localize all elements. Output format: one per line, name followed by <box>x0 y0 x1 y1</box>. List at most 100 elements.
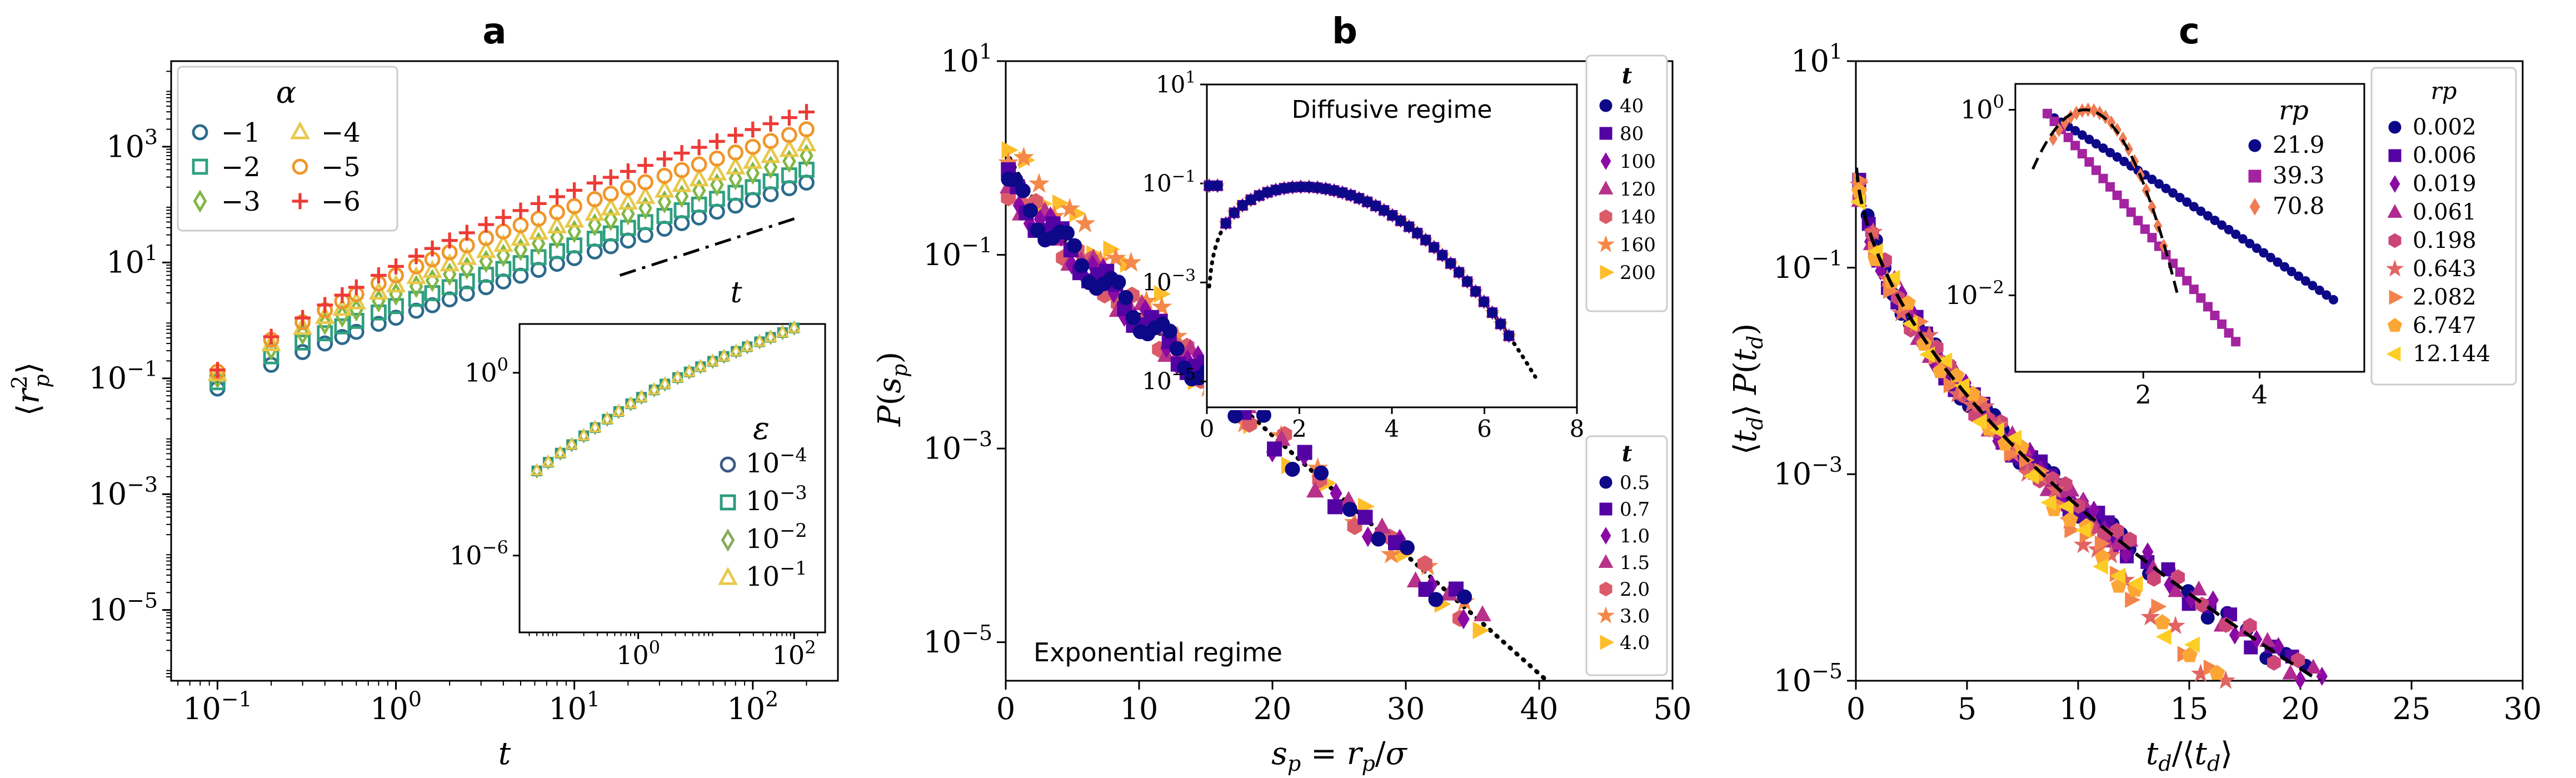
inset-rp-series-point <box>2265 252 2275 262</box>
legend-marker <box>1599 476 1613 489</box>
inset-rp-series-point <box>2161 183 2171 193</box>
inset-t-series-point <box>1237 200 1248 211</box>
legend-label: −3 <box>221 186 261 217</box>
rp-series-point <box>2006 430 2022 446</box>
legend-marker <box>1599 127 1613 140</box>
legend-label: 10−4 <box>746 444 807 479</box>
y-tick-label: 10−6 <box>450 537 508 570</box>
t-series-point <box>1297 445 1312 460</box>
rp-series-point <box>2093 558 2109 575</box>
alpha-series-point <box>422 260 442 278</box>
inset-b-axes: 0 2 4 6 8 10−5 10−3 10−1 101 <box>1142 68 1584 443</box>
panel-a: a 10−1 100 101 102 10−5 10−3 10−1 101 103 t t ⟨r… <box>7 11 839 772</box>
legend-marker <box>2389 175 2400 193</box>
alpha-series-point <box>263 328 279 345</box>
inset-rp-series-point <box>2119 199 2129 209</box>
legend-label: 80 <box>1620 123 1644 145</box>
alpha-series-point <box>798 104 815 120</box>
panel-a-inset: 100 102 10−6 100 ε 10−410−310−210−1 <box>450 320 828 670</box>
x-tick-label: 10−1 <box>183 687 252 726</box>
t-series-point <box>1399 540 1415 555</box>
y-tick-label: 10−3 <box>89 472 158 512</box>
t-series-point <box>1306 481 1324 498</box>
legend-title: t <box>1622 63 1633 89</box>
inset-rp-series-point <box>2070 126 2080 136</box>
alpha-series-point <box>691 156 707 173</box>
alpha-series-point <box>531 232 546 256</box>
alpha-series-point <box>763 156 778 179</box>
inset-rp-series-point <box>2203 302 2213 312</box>
rp-series-point <box>2023 468 2039 485</box>
epsilon-series-point <box>787 320 801 333</box>
inset-a-legend-items: 10−410−310−210−1 <box>718 444 807 592</box>
legend-marker <box>1600 527 1611 545</box>
x-tick-label: 2 <box>1292 415 1307 442</box>
alpha-series-point <box>566 182 583 198</box>
epsilon-series-point <box>740 339 754 352</box>
rp-series-point <box>2127 575 2143 592</box>
alpha-series-point <box>692 179 706 202</box>
t-series-point <box>1125 310 1141 326</box>
inset-rp-series-point <box>2189 285 2199 295</box>
rp-series-point <box>2120 545 2132 564</box>
alpha-series-point <box>689 168 709 187</box>
epsilon-series-point <box>753 334 766 347</box>
panel-c-xlabel: td/⟨td⟩ <box>2146 736 2233 776</box>
epsilon-series-point <box>541 455 555 467</box>
epsilon-series-point <box>658 376 672 389</box>
legend-marker <box>1600 265 1615 280</box>
alpha-series-point <box>742 151 763 169</box>
y-tick-label: 10−3 <box>1142 266 1196 296</box>
legend-label: 4.0 <box>1620 632 1650 654</box>
inset-rp-series-point <box>2189 202 2199 212</box>
legend-marker <box>1598 554 1614 568</box>
inset-rp-series-point <box>2196 206 2206 216</box>
inset-c-points <box>2043 102 2339 347</box>
inset-rp-series-point <box>2105 148 2115 158</box>
legend-marker <box>292 158 308 175</box>
alpha-series-point <box>294 334 311 351</box>
alpha-series-point <box>406 266 426 285</box>
legend-items: −1 −2−3 −4 −5−6 <box>192 117 361 217</box>
legend-label: 0.7 <box>1620 498 1650 521</box>
t-series-point <box>1428 592 1444 607</box>
alpha-series-point <box>388 298 404 315</box>
t-series-point <box>1022 203 1038 218</box>
inset-t-series-point <box>1487 307 1498 318</box>
y-tick-label: 10−1 <box>1774 246 1843 285</box>
epsilon-series-point <box>776 325 790 337</box>
inset-rp-series-point <box>2141 183 2151 198</box>
inset-t-series-point <box>1429 242 1440 253</box>
inset-rp-series-point <box>2112 152 2122 162</box>
legend-label: 39.3 <box>2273 162 2325 189</box>
rp-series-point <box>2094 535 2110 552</box>
alpha-series-point <box>587 213 602 237</box>
inset-a-axes: 100 102 10−6 100 <box>450 354 818 670</box>
alpha-series-point <box>727 127 744 143</box>
inset-rp-series-point <box>2140 224 2150 234</box>
inset-t-series-point <box>1245 194 1256 205</box>
alpha-series-point <box>781 109 797 126</box>
alpha-series-point <box>440 253 460 272</box>
y-tick-label: 101 <box>1791 39 1843 79</box>
alpha-series-point <box>495 209 512 226</box>
alpha-series-point <box>511 227 531 246</box>
alpha-series-point <box>708 150 725 167</box>
inset-rp-series-point <box>2329 295 2339 305</box>
inset-c-frame <box>2014 83 2365 373</box>
inset-rp-series-point <box>2133 216 2143 226</box>
panel-b-points <box>998 141 1491 639</box>
epsilon-series-point <box>671 370 685 382</box>
t-series-point <box>1008 172 1024 187</box>
alpha-series-point <box>601 197 621 216</box>
inset-t-series-point <box>1212 180 1223 191</box>
t-series-point <box>1105 247 1126 267</box>
epsilon-series-point <box>635 390 648 402</box>
t-series-point <box>1162 323 1177 339</box>
legend-marker <box>1600 152 1611 170</box>
alpha-series-point <box>635 186 656 205</box>
alpha-series-point <box>294 310 311 326</box>
rp-series-point <box>2184 636 2200 653</box>
alpha-series-point <box>656 168 673 184</box>
